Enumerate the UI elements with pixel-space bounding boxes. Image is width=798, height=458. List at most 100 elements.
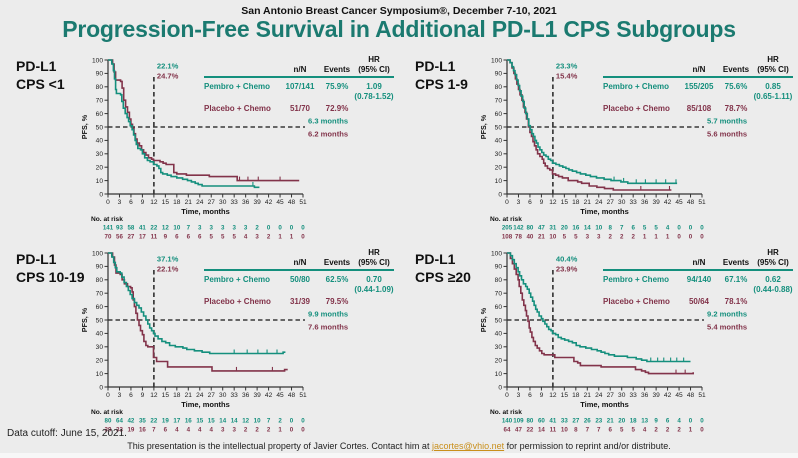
x-tick-label: 45 — [675, 199, 683, 206]
at-risk-placebo-value: 56 — [116, 234, 123, 241]
x-tick-label: 39 — [253, 392, 261, 399]
x-tick-label: 48 — [687, 199, 695, 206]
x-tick-label: 27 — [607, 199, 615, 206]
x-tick-label: 42 — [664, 392, 672, 399]
no-at-risk-label: No. at risk — [91, 409, 123, 416]
y-tick-label: 100 — [491, 250, 502, 257]
at-risk-pembro-value: 16 — [185, 418, 192, 425]
placebo-nn: 85/108 — [686, 104, 712, 114]
km-curve-placebo — [507, 59, 672, 191]
at-risk-pembro-value: 142 — [513, 225, 524, 232]
hr-number: 0.62 — [765, 275, 781, 285]
x-tick-label: 15 — [162, 392, 170, 399]
median-placebo-label: 7.6 months — [308, 323, 348, 332]
y-tick-label: 60 — [495, 111, 503, 118]
at-risk-pembro-value: 80 — [526, 225, 533, 232]
at-risk-pembro-value: 7 — [187, 225, 191, 232]
at-risk-pembro-value: 31 — [549, 225, 556, 232]
at-risk-pembro-value: 22 — [150, 225, 157, 232]
x-tick-label: 21 — [584, 199, 592, 206]
x-axis-title: Time, months — [580, 207, 629, 216]
x-tick-label: 24 — [595, 392, 603, 399]
x-tick-label: 30 — [618, 199, 626, 206]
x-axis-title: Time, months — [181, 207, 230, 216]
x-tick-label: 42 — [664, 199, 672, 206]
pct12-placebo-label: 15.4% — [556, 72, 578, 81]
at-risk-pembro-value: 13 — [641, 418, 648, 425]
at-risk-pembro-value: 4 — [666, 225, 670, 232]
at-risk-placebo-value: 27 — [127, 234, 134, 241]
at-risk-placebo-value: 64 — [504, 427, 511, 434]
at-risk-placebo-value: 4 — [643, 427, 647, 434]
placebo-events: 78.7% — [724, 104, 748, 114]
pct12-placebo-label: 24.7% — [157, 72, 179, 81]
panel-label-line1: PD-L1 — [16, 58, 57, 74]
median-pembro-label: 9.2 months — [707, 310, 747, 319]
y-tick-label: 30 — [495, 344, 503, 351]
col-header-hr-line2: (95% CI) — [358, 64, 390, 74]
at-risk-pembro-value: 64 — [116, 418, 123, 425]
at-risk-placebo-value: 3 — [597, 234, 601, 241]
at-risk-pembro-value: 109 — [513, 418, 524, 425]
y-tick-label: 0 — [99, 191, 103, 198]
at-risk-pembro-value: 20 — [561, 225, 568, 232]
at-risk-pembro-value: 41 — [549, 418, 556, 425]
x-tick-label: 30 — [618, 392, 626, 399]
y-tick-label: 60 — [495, 304, 503, 311]
pembro-nn: 94/140 — [686, 275, 712, 285]
at-risk-pembro-value: 12 — [242, 418, 249, 425]
at-risk-placebo-value: 6 — [609, 427, 613, 434]
pembro-row: Pembro + Chemo 94/140 67.1% 0.62 (0.44-0.… — [603, 275, 793, 294]
hr-ci: (0.44-1.09) — [354, 284, 394, 294]
x-tick-label: 12 — [150, 392, 158, 399]
at-risk-placebo-value: 78 — [515, 234, 522, 241]
y-tick-label: 50 — [96, 124, 104, 131]
pembro-nn: 50/80 — [289, 275, 311, 285]
y-tick-label: 90 — [495, 71, 503, 78]
at-risk-placebo-value: 6 — [198, 234, 202, 241]
pembro-nn: 155/205 — [684, 82, 714, 92]
x-tick-label: 45 — [675, 392, 683, 399]
placebo-name: Placebo + Chemo — [204, 297, 271, 307]
at-risk-pembro-value: 3 — [198, 225, 202, 232]
km-curve-placebo — [108, 59, 300, 182]
at-risk-pembro-value: 3 — [210, 225, 214, 232]
y-axis-title: PFS, % — [479, 307, 488, 332]
at-risk-pembro-value: 10 — [173, 225, 180, 232]
at-risk-pembro-value: 3 — [232, 225, 236, 232]
x-tick-label: 27 — [208, 392, 216, 399]
y-tick-label: 60 — [96, 111, 104, 118]
placebo-nn: 51/70 — [289, 104, 311, 114]
y-tick-label: 70 — [96, 291, 104, 298]
hr-ci: (0.44-0.88) — [753, 284, 793, 294]
at-risk-placebo-value: 16 — [139, 427, 146, 434]
x-tick-label: 15 — [561, 392, 569, 399]
at-risk-pembro-value: 41 — [139, 225, 146, 232]
at-risk-placebo-value: 33 — [116, 427, 123, 434]
pembro-events: 75.6% — [724, 82, 748, 92]
at-risk-pembro-value: 5 — [643, 225, 647, 232]
y-tick-label: 100 — [92, 57, 103, 64]
median-pembro-label: 5.7 months — [707, 117, 747, 126]
at-risk-pembro-value: 5 — [654, 225, 658, 232]
at-risk-placebo-value: 39 — [105, 427, 112, 434]
at-risk-placebo-value: 0 — [301, 234, 305, 241]
y-tick-label: 90 — [96, 264, 104, 271]
placebo-nn: 50/64 — [688, 297, 710, 307]
at-risk-placebo-value: 4 — [244, 234, 248, 241]
at-risk-placebo-value: 2 — [666, 427, 670, 434]
x-tick-label: 45 — [276, 392, 284, 399]
contact-email-link[interactable]: jacortes@vhio.net — [431, 441, 505, 451]
x-tick-label: 3 — [118, 199, 122, 206]
x-tick-label: 30 — [219, 392, 227, 399]
y-tick-label: 50 — [96, 317, 104, 324]
placebo-row: Placebo + Chemo 50/64 78.1% — [603, 297, 793, 306]
at-risk-pembro-value: 6 — [631, 225, 635, 232]
at-risk-placebo-value: 5 — [210, 234, 214, 241]
median-placebo-label: 5.4 months — [707, 323, 747, 332]
col-header-nn: n/N — [293, 258, 307, 267]
no-at-risk-label: No. at risk — [91, 216, 123, 223]
x-tick-label: 36 — [242, 392, 250, 399]
table-rule — [603, 76, 793, 79]
